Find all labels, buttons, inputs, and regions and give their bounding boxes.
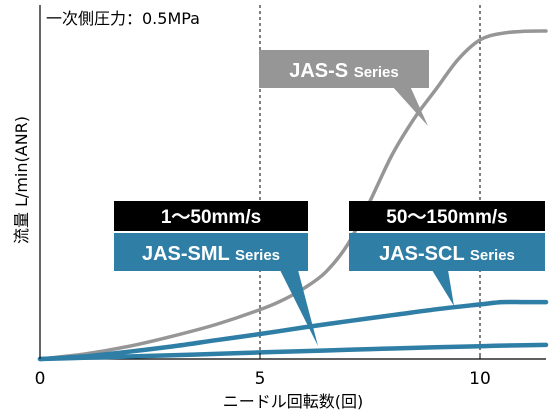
series-line-jas-s	[38, 29, 548, 361]
x-tick-label-5: 5	[255, 369, 266, 389]
legend-box-jas-scl	[349, 233, 545, 271]
speed-range-box-jas-scl	[349, 201, 545, 231]
callout-jas-scl: 50〜150mm/s JAS-SCL Series	[349, 201, 545, 306]
grid-layer	[259, 5, 481, 359]
legend-label-jas-scl: JAS-SCL Series	[379, 243, 515, 265]
callout-jas-s: JAS-S Series	[259, 50, 429, 126]
tick-layer: 0 5 10	[35, 353, 491, 389]
x-tick-label-10: 10	[469, 369, 491, 389]
callout-pointer-jas-scl	[432, 270, 454, 306]
y-axis-label: 流量 L/min(ANR)	[12, 116, 31, 244]
callout-pointer-jas-sml	[280, 270, 318, 346]
legend-label-jas-s: JAS-S Series	[289, 60, 399, 82]
plot-frame	[39, 5, 546, 360]
series-layer	[37, 29, 549, 362]
callout-layer: JAS-S Series 1〜50mm/s JAS-SML Series 50〜150…	[114, 50, 545, 346]
x-tick-label-0: 0	[35, 369, 46, 389]
speed-range-box-jas-sml	[114, 201, 308, 231]
legend-box-jas-s	[259, 50, 429, 88]
callout-jas-sml: 1〜50mm/s JAS-SML Series	[114, 201, 318, 346]
condition-note: 一次側圧力：0.5MPa	[46, 9, 200, 28]
speed-range-label-jas-scl: 50〜150mm/s	[386, 207, 507, 228]
legend-label-jas-sml: JAS-SML Series	[142, 243, 280, 265]
series-line-jas-scl	[37, 299, 549, 362]
x-axis-label: ニードル回転数(回)	[223, 392, 364, 411]
legend-box-jas-sml	[114, 233, 308, 271]
series-line-jas-sml	[37, 342, 549, 362]
callout-pointer-jas-s	[392, 86, 428, 126]
speed-range-label-jas-sml: 1〜50mm/s	[161, 207, 261, 228]
